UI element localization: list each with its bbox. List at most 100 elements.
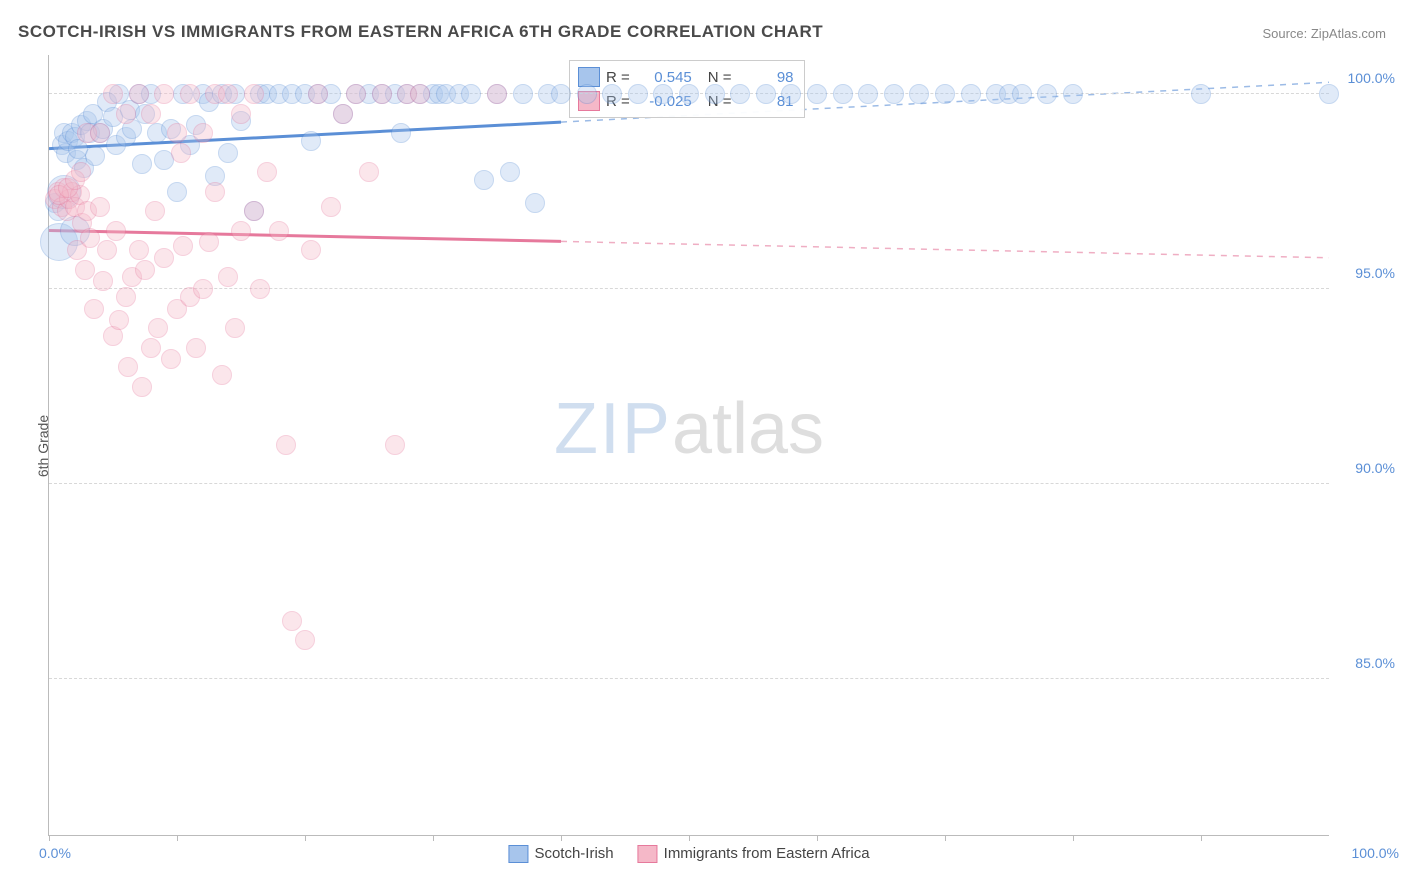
data-point xyxy=(135,260,155,280)
data-point xyxy=(628,84,648,104)
data-point xyxy=(141,104,161,124)
data-point xyxy=(132,377,152,397)
plot-area: ZIPatlas R = 0.545 N = 98 R = -0.025 N =… xyxy=(48,55,1329,836)
data-point xyxy=(705,84,725,104)
data-point xyxy=(171,143,191,163)
data-point xyxy=(250,279,270,299)
data-point xyxy=(551,84,571,104)
data-point xyxy=(193,279,213,299)
data-point xyxy=(276,435,296,455)
data-point xyxy=(301,240,321,260)
data-point xyxy=(145,201,165,221)
data-point xyxy=(129,240,149,260)
data-point xyxy=(308,84,328,104)
data-point xyxy=(513,84,533,104)
data-point xyxy=(359,162,379,182)
grid-line xyxy=(49,288,1329,289)
data-point xyxy=(231,221,251,241)
data-point xyxy=(199,232,219,252)
data-point xyxy=(231,104,251,124)
data-point xyxy=(141,338,161,358)
data-point xyxy=(205,182,225,202)
data-point xyxy=(129,84,149,104)
x-tick xyxy=(945,835,946,841)
data-point xyxy=(218,84,238,104)
data-point xyxy=(935,84,955,104)
legend-item-series1: Scotch-Irish xyxy=(508,845,613,863)
data-point xyxy=(410,84,430,104)
data-point xyxy=(116,287,136,307)
x-tick xyxy=(49,835,50,841)
data-point xyxy=(212,365,232,385)
data-point xyxy=(1319,84,1339,104)
data-point xyxy=(909,84,929,104)
x-tick xyxy=(1073,835,1074,841)
data-point xyxy=(730,84,750,104)
x-tick xyxy=(177,835,178,841)
data-point xyxy=(301,131,321,151)
chart-container: SCOTCH-IRISH VS IMMIGRANTS FROM EASTERN … xyxy=(0,0,1406,892)
x-tick xyxy=(1201,835,1202,841)
data-point xyxy=(85,146,105,166)
data-point xyxy=(372,84,392,104)
data-point xyxy=(961,84,981,104)
legend-swatch-icon xyxy=(638,845,658,863)
data-point xyxy=(1191,84,1211,104)
data-point xyxy=(257,162,277,182)
y-tick-label: 95.0% xyxy=(1335,265,1395,281)
x-tick xyxy=(561,835,562,841)
data-point xyxy=(193,123,213,143)
x-tick-label-max: 100.0% xyxy=(1352,845,1399,861)
data-point xyxy=(218,143,238,163)
data-point xyxy=(167,182,187,202)
data-point xyxy=(577,84,597,104)
data-point xyxy=(321,197,341,217)
data-point xyxy=(84,299,104,319)
data-point xyxy=(103,84,123,104)
x-tick xyxy=(689,835,690,841)
data-point xyxy=(474,170,494,190)
data-point xyxy=(244,84,264,104)
data-point xyxy=(756,84,776,104)
y-tick-label: 90.0% xyxy=(1335,460,1395,476)
chart-title: SCOTCH-IRISH VS IMMIGRANTS FROM EASTERN … xyxy=(18,22,823,42)
x-tick xyxy=(433,835,434,841)
data-point xyxy=(154,248,174,268)
x-tick-label-min: 0.0% xyxy=(39,845,71,861)
data-point xyxy=(180,84,200,104)
watermark: ZIPatlas xyxy=(554,388,824,470)
data-point xyxy=(487,84,507,104)
data-point xyxy=(807,84,827,104)
data-point xyxy=(132,154,152,174)
grid-line xyxy=(49,483,1329,484)
data-point xyxy=(90,197,110,217)
data-point xyxy=(161,349,181,369)
data-point xyxy=(525,193,545,213)
source-link[interactable]: ZipAtlas.com xyxy=(1311,26,1386,41)
data-point xyxy=(71,162,91,182)
data-point xyxy=(653,84,673,104)
data-point xyxy=(186,338,206,358)
data-point xyxy=(269,221,289,241)
data-point xyxy=(1063,84,1083,104)
x-tick xyxy=(817,835,818,841)
data-point xyxy=(93,271,113,291)
data-point xyxy=(75,260,95,280)
data-point xyxy=(391,123,411,143)
data-point xyxy=(295,630,315,650)
x-tick xyxy=(305,835,306,841)
data-point xyxy=(385,435,405,455)
data-point xyxy=(282,611,302,631)
data-point xyxy=(1037,84,1057,104)
data-point xyxy=(109,310,129,330)
data-point xyxy=(333,104,353,124)
data-point xyxy=(884,84,904,104)
data-point xyxy=(167,123,187,143)
data-point xyxy=(218,267,238,287)
data-point xyxy=(1012,84,1032,104)
trend-lines xyxy=(49,55,1329,835)
data-point xyxy=(148,318,168,338)
series-legend: Scotch-Irish Immigrants from Eastern Afr… xyxy=(508,845,869,863)
data-point xyxy=(781,84,801,104)
data-point xyxy=(90,123,110,143)
